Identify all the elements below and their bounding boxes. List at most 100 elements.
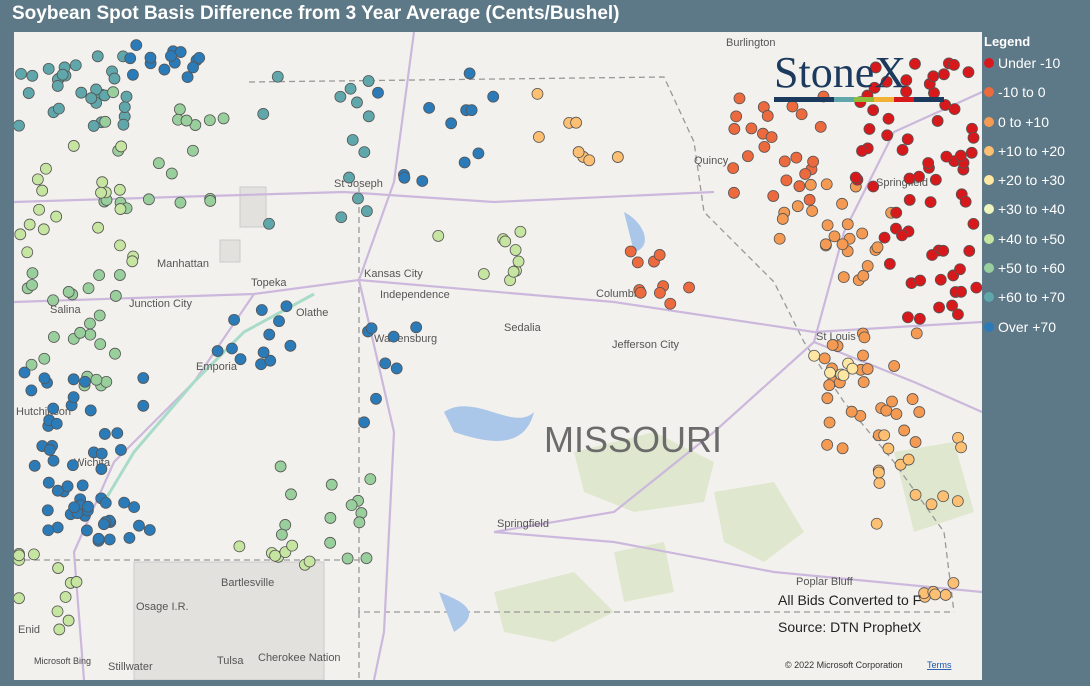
bid-dot xyxy=(837,369,850,382)
legend-swatch xyxy=(984,175,994,186)
bid-dot xyxy=(174,196,187,209)
bid-dot xyxy=(67,391,80,404)
bid-dot xyxy=(343,171,355,184)
legend-item: +10 to +20 xyxy=(984,143,1065,172)
legend-swatch xyxy=(984,145,994,156)
bid-dot xyxy=(87,120,100,132)
bid-dot xyxy=(790,151,803,164)
bid-dot xyxy=(871,241,884,254)
bid-dot xyxy=(954,263,966,276)
bid-dot xyxy=(113,183,126,196)
legend-swatch xyxy=(984,87,994,98)
bid-dot xyxy=(898,424,911,437)
bid-dot xyxy=(76,479,89,492)
turnpike xyxy=(102,292,315,503)
place-label: Stillwater xyxy=(108,661,153,673)
bid-dot xyxy=(137,372,150,384)
place-label: Jefferson City xyxy=(612,339,680,351)
bid-dot xyxy=(906,393,919,405)
bid-dot xyxy=(857,269,870,282)
logo-text: StoneX xyxy=(774,48,906,97)
bid-dot xyxy=(28,548,40,561)
bid-dot xyxy=(532,131,545,143)
bid-dot xyxy=(26,279,38,291)
logo: StoneX xyxy=(774,48,944,102)
bid-dot xyxy=(114,203,127,215)
bid-dot xyxy=(926,249,939,261)
bid-dot xyxy=(828,230,841,243)
bid-dot xyxy=(913,170,925,183)
legend-item: +20 to +30 xyxy=(984,172,1065,201)
bid-dot xyxy=(903,193,916,206)
legend-label: +20 to +30 xyxy=(998,172,1065,189)
bid-dot xyxy=(26,69,39,82)
place-label: Bartlesville xyxy=(221,577,274,589)
legend-swatch xyxy=(984,58,994,68)
bid-dot xyxy=(398,171,411,184)
bid-dot xyxy=(937,244,950,257)
bid-dot xyxy=(360,205,373,218)
place-label: Enid xyxy=(18,624,40,636)
bid-dot xyxy=(211,345,224,357)
bid-dot xyxy=(933,301,945,314)
bid-dot xyxy=(793,180,806,193)
bid-dot xyxy=(324,536,337,549)
bid-dot xyxy=(664,297,677,310)
bid-dot xyxy=(857,376,870,388)
bid-dot xyxy=(67,459,79,472)
bid-dot xyxy=(50,417,63,430)
bid-dot xyxy=(42,62,55,75)
bid-dot xyxy=(803,193,816,206)
bid-dot xyxy=(107,86,120,99)
bid-dot xyxy=(47,454,60,467)
bid-dot xyxy=(263,328,276,341)
bid-dot xyxy=(273,315,285,328)
bid-dot xyxy=(819,238,832,251)
legend-item: -10 to 0 xyxy=(984,84,1065,113)
bid-dot xyxy=(103,533,116,546)
bid-dot xyxy=(841,218,854,231)
note: Source: DTN ProphetX xyxy=(778,619,922,635)
bid-dot xyxy=(512,255,525,268)
bid-dot xyxy=(849,171,862,184)
place-label: Cherokee Nation xyxy=(258,652,341,664)
bid-dot xyxy=(909,436,922,448)
bid-dot xyxy=(472,147,485,160)
bid-dot xyxy=(913,406,926,418)
place-label: Hutchinson xyxy=(16,406,71,418)
borders xyxy=(14,76,955,680)
bid-dot xyxy=(109,290,122,302)
bid-dot xyxy=(509,244,522,256)
bid-dot xyxy=(271,70,284,83)
bid-dot xyxy=(730,110,743,123)
bid-dot xyxy=(818,352,831,365)
place-label: St Louis xyxy=(816,331,856,343)
bid-dot xyxy=(820,178,833,191)
bid-dot xyxy=(761,110,774,122)
bid-dot xyxy=(51,484,64,497)
bid-dot xyxy=(845,405,858,418)
bid-dot xyxy=(924,196,937,209)
bid-dot xyxy=(872,466,885,479)
legend-label: Under -10 xyxy=(998,55,1061,71)
place-label: Sedalia xyxy=(504,322,542,334)
bid-dot xyxy=(807,155,820,168)
bid-dot xyxy=(814,120,827,133)
note: All Bids Converted to F xyxy=(778,592,921,608)
bid-dot xyxy=(26,267,39,280)
bid-dot xyxy=(22,87,35,99)
bid-dot xyxy=(365,322,378,335)
bid-dot xyxy=(882,442,895,455)
legend-item: +30 to +40 xyxy=(984,201,1065,230)
bid-dot xyxy=(951,495,964,508)
legend-item: Over +70 xyxy=(984,319,1065,348)
legend-label: +50 to +60 xyxy=(998,260,1065,277)
bid-dot xyxy=(902,453,915,466)
terms-link[interactable]: Terms xyxy=(927,660,952,670)
bid-dot xyxy=(345,499,358,512)
bid-dot xyxy=(867,180,880,193)
bid-dot xyxy=(878,231,891,244)
place-label: Columbia xyxy=(596,288,643,300)
bid-dot xyxy=(31,173,44,186)
